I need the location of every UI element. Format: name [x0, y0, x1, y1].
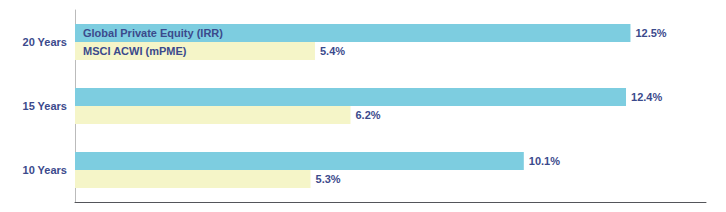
svg-text:5.4%: 5.4% — [320, 45, 345, 57]
svg-text:MSCI ACWI (mPME): MSCI ACWI (mPME) — [83, 45, 187, 57]
svg-text:5.3%: 5.3% — [316, 173, 341, 185]
svg-text:10.1%: 10.1% — [529, 155, 560, 167]
svg-text:12.4%: 12.4% — [631, 91, 662, 103]
svg-text:6.2%: 6.2% — [356, 109, 381, 121]
svg-text:Global Private Equity (IRR): Global Private Equity (IRR) — [83, 27, 223, 39]
svg-text:20 Years: 20 Years — [23, 36, 67, 48]
svg-text:12.5%: 12.5% — [635, 27, 666, 39]
svg-text:10 Years: 10 Years — [23, 164, 67, 176]
svg-text:15 Years: 15 Years — [23, 100, 67, 112]
